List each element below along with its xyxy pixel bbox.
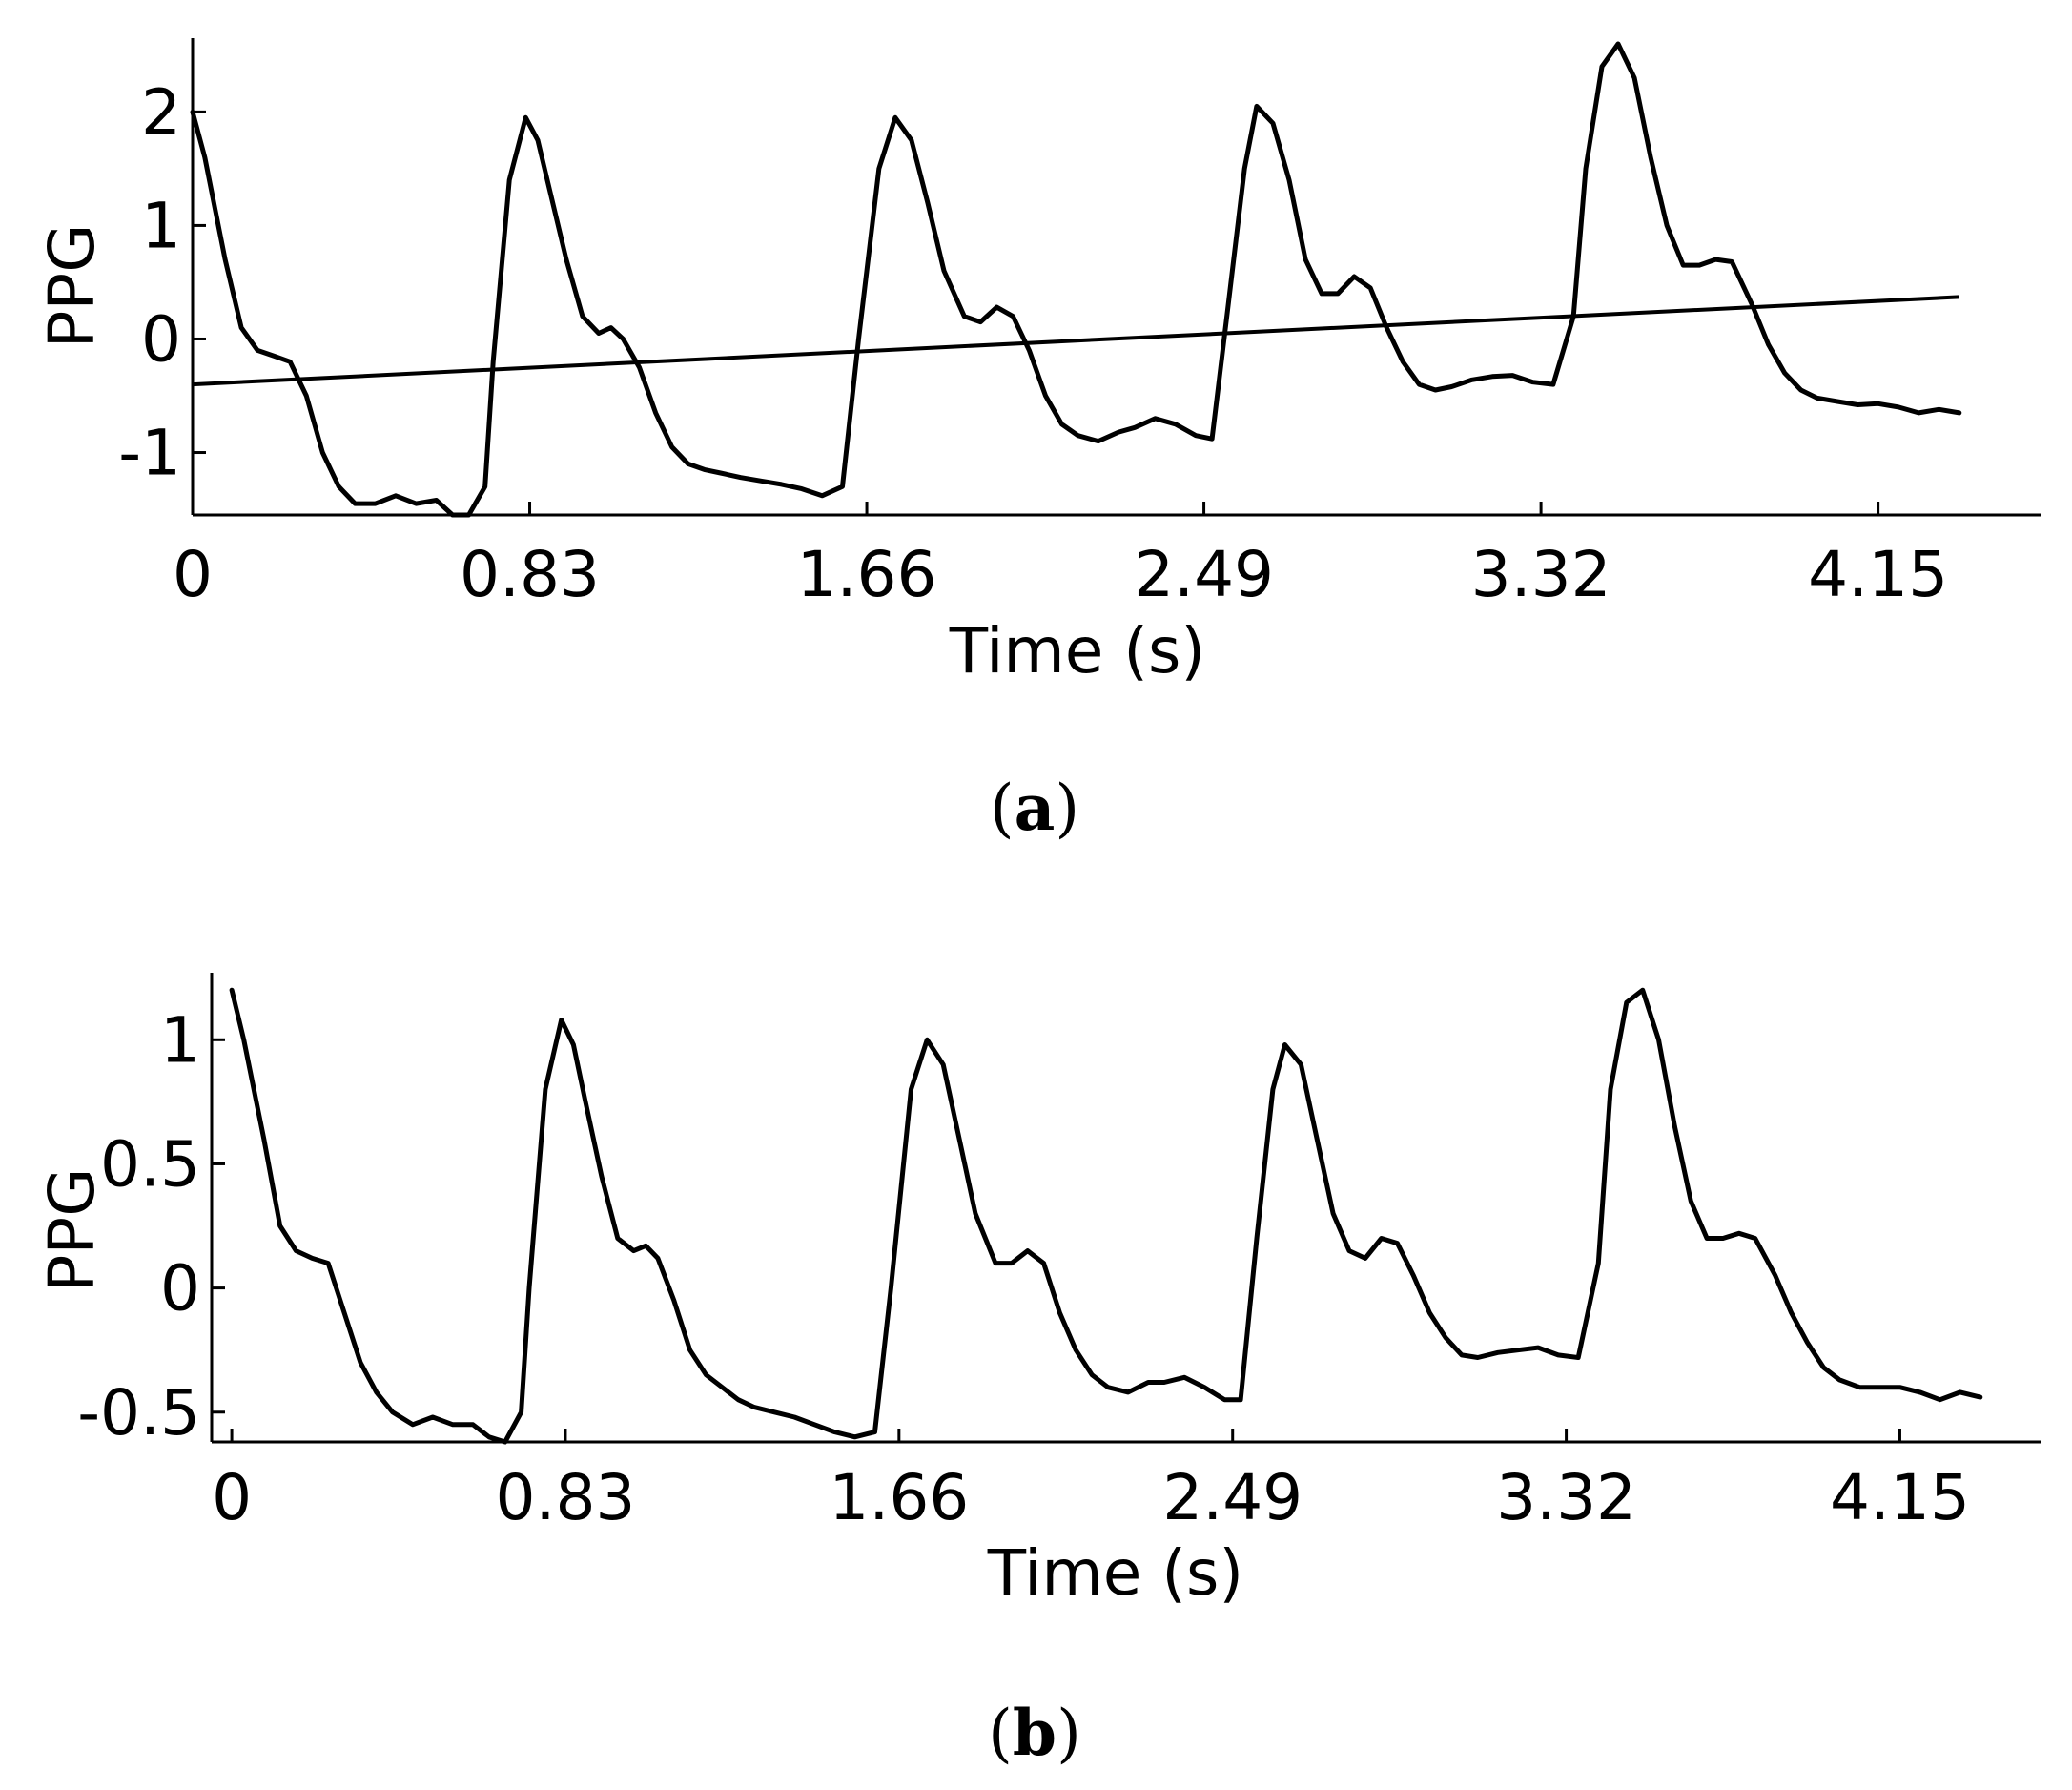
panel-b-marks (229, 987, 1983, 1445)
panel-b-chart: 0 0.83 1.66 2.49 3.32 4.15 -0.500.51 Time (s)… (35, 973, 2041, 1770)
panel-b-y-ticks: -0.5 0 0.5 1 (77, 1003, 225, 1450)
panel-b-caption-letter: b (1013, 1696, 1057, 1770)
x-tick-label: 4.15 (1808, 538, 1948, 611)
x-tick-label: 0.83 (495, 1461, 635, 1534)
panel-a-chart: 0 0.83 1.66 2.49 3.32 4.15 -1 0 1 2 Time (s) PPG… (35, 38, 2041, 845)
x-tick-label: 4.15 (1830, 1461, 1970, 1534)
y-tick-label: 2 (141, 75, 181, 149)
panel-b-y-axis-title: PPG (35, 1168, 109, 1293)
y-tick-label: -1 (118, 417, 181, 490)
y-tick-label: -0.5 (77, 1376, 200, 1450)
panel-a-series-0 (190, 41, 1962, 518)
panel-a-caption-letter: a (1015, 771, 1056, 845)
y-tick-label: 1 (141, 189, 181, 262)
panel-b-caption: (b) (988, 1696, 1081, 1770)
panel-a-caption: (a) (990, 771, 1079, 845)
x-tick-label: 1.66 (797, 538, 937, 611)
x-tick-label: 3.32 (1496, 1461, 1636, 1534)
panel-a-x-ticks: 0 0.83 1.66 2.49 3.32 4.15 (173, 502, 1948, 611)
panel-a-marks (190, 41, 1962, 518)
panel-b-x-ticks: 0 0.83 1.66 2.49 3.32 4.15 (212, 1429, 1970, 1534)
x-tick-label: 3.32 (1471, 538, 1611, 611)
panel-a-x-axis-title: Time (s) (949, 614, 1205, 688)
panel-b-series-0 (229, 987, 1983, 1445)
x-tick-label: 1.66 (829, 1461, 969, 1534)
y-tick-label: 0 (160, 1252, 200, 1326)
panel-a-y-axis-title: PPG (35, 224, 109, 349)
panel-a-y-ticks: -1 0 1 2 (118, 75, 206, 490)
x-tick-label: 2.49 (1134, 538, 1274, 611)
x-tick-label: 0.83 (460, 538, 600, 611)
y-tick-label: 0 (141, 302, 181, 376)
x-tick-label: 2.49 (1162, 1461, 1303, 1534)
x-tick-label: 0 (173, 538, 213, 611)
y-tick-label: 1 (160, 1003, 200, 1077)
x-tick-label: 0 (212, 1461, 252, 1534)
y-tick-label: 0.5 (100, 1127, 200, 1201)
panel-b-x-axis-title: Time (s) (987, 1536, 1243, 1610)
panel-a-series-1 (192, 295, 1959, 387)
